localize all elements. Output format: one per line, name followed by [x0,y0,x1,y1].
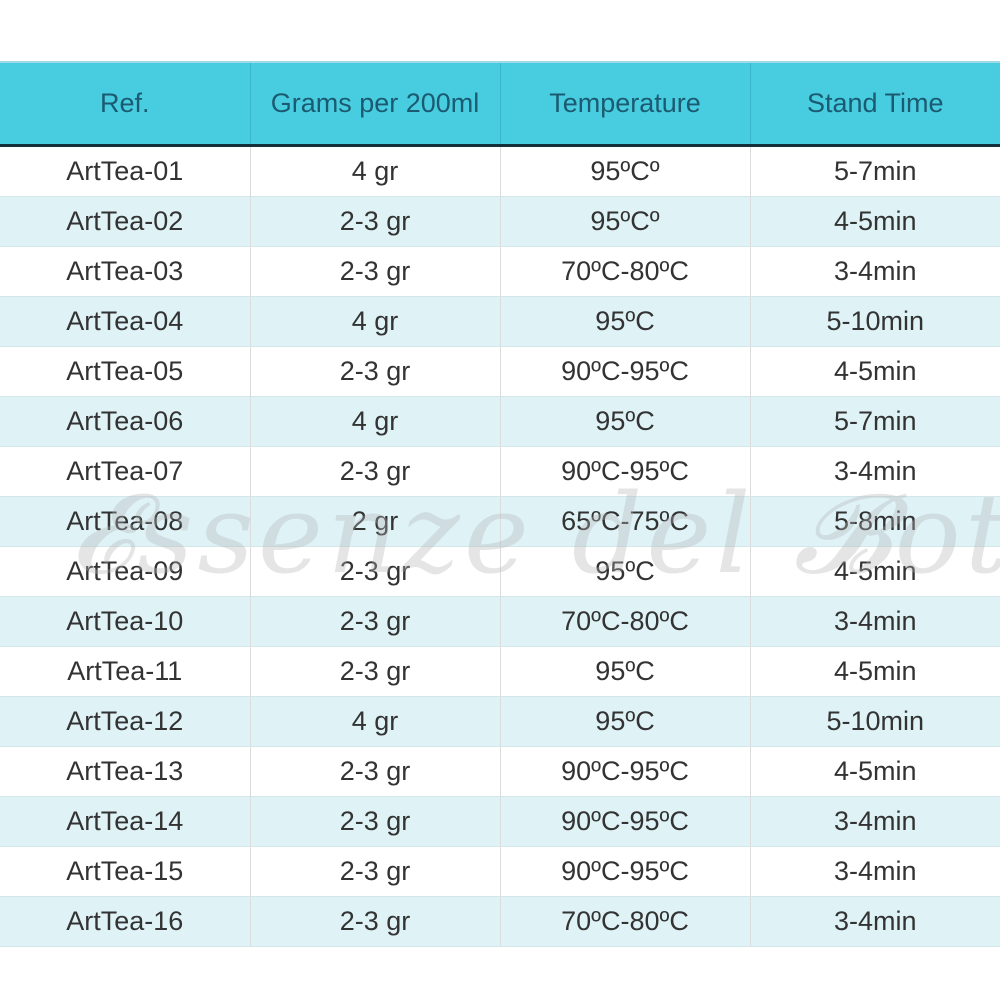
cell-stand-time: 5-7min [749,396,1000,447]
cell-stand-time: 5-7min [749,145,1000,197]
cell-stand-time: 4-5min [749,746,1000,797]
table-row: ArtTea-09 2-3 gr 95ºC 4-5min [0,546,1000,597]
header-grams: Grams per 200ml [249,61,500,147]
cell-temperature: 70ºC-80ºC [499,246,750,297]
cell-grams: 2-3 gr [249,596,500,647]
header-stand-time: Stand Time [749,61,1000,147]
cell-temperature: 90ºC-95ºC [499,446,750,497]
cell-stand-time: 3-4min [749,846,1000,897]
cell-ref: ArtTea-02 [0,196,250,247]
cell-grams: 2-3 gr [249,796,500,847]
table-row: ArtTea-08 2 gr 65ºC-75ºC 5-8min [0,496,1000,547]
cell-ref: ArtTea-14 [0,796,250,847]
cell-ref: ArtTea-10 [0,596,250,647]
table-row: ArtTea-16 2-3 gr 70ºC-80ºC 3-4min [0,896,1000,947]
cell-stand-time: 4-5min [749,346,1000,397]
cell-ref: ArtTea-15 [0,846,250,897]
cell-stand-time: 5-10min [749,696,1000,747]
cell-grams: 4 gr [249,396,500,447]
header-temperature: Temperature [499,61,750,147]
cell-temperature: 70ºC-80ºC [499,596,750,647]
cell-ref: ArtTea-12 [0,696,250,747]
table-row: ArtTea-11 2-3 gr 95ºC 4-5min [0,646,1000,697]
cell-temperature: 90ºC-95ºC [499,746,750,797]
table-header-row: Ref. Grams per 200ml Temperature Stand T… [0,61,1000,147]
cell-ref: ArtTea-01 [0,145,250,197]
table-row: ArtTea-10 2-3 gr 70ºC-80ºC 3-4min [0,596,1000,647]
cell-ref: ArtTea-06 [0,396,250,447]
cell-temperature: 95ºC [499,296,750,347]
cell-stand-time: 5-10min [749,296,1000,347]
table-row: ArtTea-14 2-3 gr 90ºC-95ºC 3-4min [0,796,1000,847]
cell-temperature: 95ºC [499,396,750,447]
cell-stand-time: 3-4min [749,446,1000,497]
table-row: ArtTea-05 2-3 gr 90ºC-95ºC 4-5min [0,346,1000,397]
cell-ref: ArtTea-08 [0,496,250,547]
table-row: ArtTea-13 2-3 gr 90ºC-95ºC 4-5min [0,746,1000,797]
cell-temperature: 90ºC-95ºC [499,346,750,397]
cell-ref: ArtTea-05 [0,346,250,397]
cell-ref: ArtTea-11 [0,646,250,697]
header-ref: Ref. [0,61,250,147]
cell-stand-time: 4-5min [749,646,1000,697]
cell-ref: ArtTea-04 [0,296,250,347]
cell-grams: 4 gr [249,296,500,347]
cell-temperature: 90ºC-95ºC [499,796,750,847]
table-row: ArtTea-06 4 gr 95ºC 5-7min [0,396,1000,447]
cell-stand-time: 3-4min [749,896,1000,947]
cell-grams: 2-3 gr [249,246,500,297]
cell-temperature: 95ºCº [499,145,750,197]
table-row: ArtTea-01 4 gr 95ºCº 5-7min [0,145,1000,197]
table-row: ArtTea-12 4 gr 95ºC 5-10min [0,696,1000,747]
table-row: ArtTea-15 2-3 gr 90ºC-95ºC 3-4min [0,846,1000,897]
cell-grams: 2-3 gr [249,896,500,947]
cell-temperature: 90ºC-95ºC [499,846,750,897]
cell-grams: 2-3 gr [249,646,500,697]
table-row: ArtTea-04 4 gr 95ºC 5-10min [0,296,1000,347]
cell-grams: 4 gr [249,145,500,197]
cell-grams: 2-3 gr [249,346,500,397]
cell-temperature: 65ºC-75ºC [499,496,750,547]
cell-grams: 4 gr [249,696,500,747]
cell-temperature: 95ºC [499,696,750,747]
cell-ref: ArtTea-16 [0,896,250,947]
cell-temperature: 95ºCº [499,196,750,247]
cell-grams: 2-3 gr [249,546,500,597]
table-row: ArtTea-02 2-3 gr 95ºCº 4-5min [0,196,1000,247]
cell-ref: ArtTea-07 [0,446,250,497]
table-row: ArtTea-07 2-3 gr 90ºC-95ºC 3-4min [0,446,1000,497]
cell-grams: 2-3 gr [249,446,500,497]
cell-stand-time: 3-4min [749,596,1000,647]
cell-grams: 2-3 gr [249,846,500,897]
cell-stand-time: 4-5min [749,196,1000,247]
cell-temperature: 70ºC-80ºC [499,896,750,947]
cell-grams: 2-3 gr [249,746,500,797]
cell-temperature: 95ºC [499,546,750,597]
cell-stand-time: 3-4min [749,246,1000,297]
table-row: ArtTea-03 2-3 gr 70ºC-80ºC 3-4min [0,246,1000,297]
cell-temperature: 95ºC [499,646,750,697]
cell-grams: 2-3 gr [249,196,500,247]
cell-grams: 2 gr [249,496,500,547]
cell-ref: ArtTea-09 [0,546,250,597]
cell-stand-time: 5-8min [749,496,1000,547]
tea-brewing-table: Ref. Grams per 200ml Temperature Stand T… [0,61,1000,947]
cell-ref: ArtTea-03 [0,246,250,297]
cell-ref: ArtTea-13 [0,746,250,797]
cell-stand-time: 4-5min [749,546,1000,597]
cell-stand-time: 3-4min [749,796,1000,847]
